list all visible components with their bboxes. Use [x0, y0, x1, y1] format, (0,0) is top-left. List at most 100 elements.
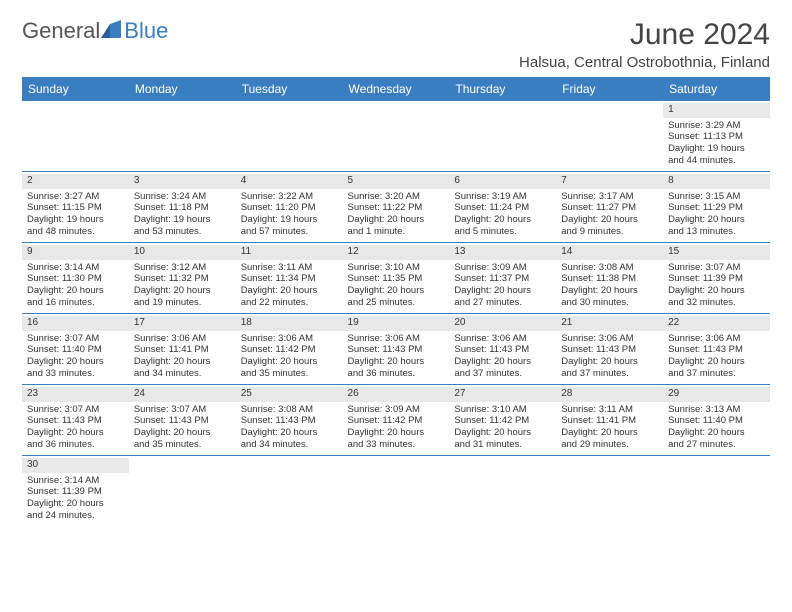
daylight-text: and 33 minutes.	[348, 439, 445, 451]
day-number: 22	[663, 316, 770, 331]
daylight-text: and 53 minutes.	[134, 226, 231, 238]
calendar-cell	[556, 101, 663, 172]
day-details: Sunrise: 3:06 AMSunset: 11:43 PMDaylight…	[348, 333, 445, 381]
sunrise-text: Sunrise: 3:14 AM	[27, 475, 124, 487]
day-details: Sunrise: 3:27 AMSunset: 11:15 PMDaylight…	[27, 191, 124, 239]
calendar-row: 9Sunrise: 3:14 AMSunset: 11:30 PMDayligh…	[22, 243, 770, 314]
sunset-text: Sunset: 11:43 PM	[348, 344, 445, 356]
calendar-cell: 16Sunrise: 3:07 AMSunset: 11:40 PMDaylig…	[22, 314, 129, 385]
sunset-text: Sunset: 11:41 PM	[134, 344, 231, 356]
daylight-text: Daylight: 19 hours	[134, 214, 231, 226]
sunset-text: Sunset: 11:40 PM	[27, 344, 124, 356]
sunrise-text: Sunrise: 3:09 AM	[454, 262, 551, 274]
sunset-text: Sunset: 11:43 PM	[27, 415, 124, 427]
daylight-text: and 34 minutes.	[241, 439, 338, 451]
calendar-cell: 11Sunrise: 3:11 AMSunset: 11:34 PMDaylig…	[236, 243, 343, 314]
day-number: 3	[129, 174, 236, 189]
sunrise-text: Sunrise: 3:10 AM	[454, 404, 551, 416]
day-number: 18	[236, 316, 343, 331]
sunset-text: Sunset: 11:32 PM	[134, 273, 231, 285]
day-number: 27	[449, 387, 556, 402]
day-details: Sunrise: 3:13 AMSunset: 11:40 PMDaylight…	[668, 404, 765, 452]
daylight-text: Daylight: 20 hours	[134, 427, 231, 439]
sunrise-text: Sunrise: 3:09 AM	[348, 404, 445, 416]
day-number: 7	[556, 174, 663, 189]
day-number: 17	[129, 316, 236, 331]
calendar-cell: 6Sunrise: 3:19 AMSunset: 11:24 PMDayligh…	[449, 172, 556, 243]
sunset-text: Sunset: 11:41 PM	[561, 415, 658, 427]
calendar-cell: 12Sunrise: 3:10 AMSunset: 11:35 PMDaylig…	[343, 243, 450, 314]
daylight-text: and 34 minutes.	[134, 368, 231, 380]
day-details: Sunrise: 3:14 AMSunset: 11:39 PMDaylight…	[27, 475, 124, 523]
calendar-row: 23Sunrise: 3:07 AMSunset: 11:43 PMDaylig…	[22, 385, 770, 456]
calendar-cell: 1Sunrise: 3:29 AMSunset: 11:13 PMDayligh…	[663, 101, 770, 172]
daylight-text: and 31 minutes.	[454, 439, 551, 451]
daylight-text: Daylight: 20 hours	[348, 356, 445, 368]
daylight-text: Daylight: 19 hours	[241, 214, 338, 226]
sunset-text: Sunset: 11:42 PM	[348, 415, 445, 427]
sunset-text: Sunset: 11:39 PM	[668, 273, 765, 285]
calendar-cell: 3Sunrise: 3:24 AMSunset: 11:18 PMDayligh…	[129, 172, 236, 243]
day-number: 11	[236, 245, 343, 260]
day-header: Thursday	[449, 77, 556, 101]
day-number: 12	[343, 245, 450, 260]
day-header: Monday	[129, 77, 236, 101]
sunrise-text: Sunrise: 3:15 AM	[668, 191, 765, 203]
calendar-cell: 24 Sunrise: 3:07 AMSunset: 11:43 PMDaylig…	[129, 385, 236, 456]
daylight-text: and 29 minutes.	[561, 439, 658, 451]
day-number: 13	[449, 245, 556, 260]
sunset-text: Sunset: 11:13 PM	[668, 131, 765, 143]
day-details: Sunrise: 3:08 AMSunset: 11:43 PMDaylight…	[241, 404, 338, 452]
day-number: 24	[129, 387, 236, 402]
calendar-cell: 30 Sunrise: 3:14 AMSunset: 11:39 PMDaylig…	[22, 456, 129, 527]
day-number: 29	[663, 387, 770, 402]
daylight-text: and 37 minutes.	[454, 368, 551, 380]
calendar-cell	[663, 456, 770, 527]
calendar-cell: 5Sunrise: 3:20 AMSunset: 11:22 PMDayligh…	[343, 172, 450, 243]
day-number: 8	[663, 174, 770, 189]
daylight-text: Daylight: 20 hours	[454, 285, 551, 297]
daylight-text: and 16 minutes.	[27, 297, 124, 309]
daylight-text: Daylight: 20 hours	[561, 285, 658, 297]
calendar-cell	[449, 456, 556, 527]
day-header: Tuesday	[236, 77, 343, 101]
calendar-cell: 14Sunrise: 3:08 AMSunset: 11:38 PMDaylig…	[556, 243, 663, 314]
daylight-text: Daylight: 20 hours	[668, 214, 765, 226]
daylight-text: Daylight: 19 hours	[668, 143, 765, 155]
sunset-text: Sunset: 11:18 PM	[134, 202, 231, 214]
day-details: Sunrise: 3:07 AMSunset: 11:39 PMDaylight…	[668, 262, 765, 310]
day-details: Sunrise: 3:06 AMSunset: 11:42 PMDaylight…	[241, 333, 338, 381]
sunset-text: Sunset: 11:20 PM	[241, 202, 338, 214]
daylight-text: Daylight: 20 hours	[27, 285, 124, 297]
sunrise-text: Sunrise: 3:11 AM	[241, 262, 338, 274]
day-number: 30	[22, 458, 129, 473]
sunrise-text: Sunrise: 3:07 AM	[134, 404, 231, 416]
daylight-text: and 48 minutes.	[27, 226, 124, 238]
calendar-cell	[449, 101, 556, 172]
sunrise-text: Sunrise: 3:06 AM	[454, 333, 551, 345]
day-details: Sunrise: 3:17 AMSunset: 11:27 PMDaylight…	[561, 191, 658, 239]
sunrise-text: Sunrise: 3:19 AM	[454, 191, 551, 203]
sunset-text: Sunset: 11:42 PM	[454, 415, 551, 427]
calendar-cell: 21Sunrise: 3:06 AMSunset: 11:43 PMDaylig…	[556, 314, 663, 385]
calendar-cell	[556, 456, 663, 527]
day-number: 5	[343, 174, 450, 189]
day-number: 19	[343, 316, 450, 331]
day-number: 4	[236, 174, 343, 189]
sunset-text: Sunset: 11:43 PM	[134, 415, 231, 427]
sunrise-text: Sunrise: 3:10 AM	[348, 262, 445, 274]
sunrise-text: Sunrise: 3:13 AM	[668, 404, 765, 416]
sunrise-text: Sunrise: 3:07 AM	[668, 262, 765, 274]
calendar-cell: 13Sunrise: 3:09 AMSunset: 11:37 PMDaylig…	[449, 243, 556, 314]
sunrise-text: Sunrise: 3:06 AM	[561, 333, 658, 345]
daylight-text: Daylight: 20 hours	[134, 285, 231, 297]
daylight-text: Daylight: 20 hours	[27, 498, 124, 510]
sunrise-text: Sunrise: 3:06 AM	[134, 333, 231, 345]
daylight-text: and 19 minutes.	[134, 297, 231, 309]
day-details: Sunrise: 3:07 AMSunset: 11:43 PMDaylight…	[134, 404, 231, 452]
calendar-cell	[236, 456, 343, 527]
daylight-text: Daylight: 20 hours	[241, 427, 338, 439]
daylight-text: Daylight: 20 hours	[454, 427, 551, 439]
calendar-cell: 8Sunrise: 3:15 AMSunset: 11:29 PMDayligh…	[663, 172, 770, 243]
daylight-text: and 25 minutes.	[348, 297, 445, 309]
